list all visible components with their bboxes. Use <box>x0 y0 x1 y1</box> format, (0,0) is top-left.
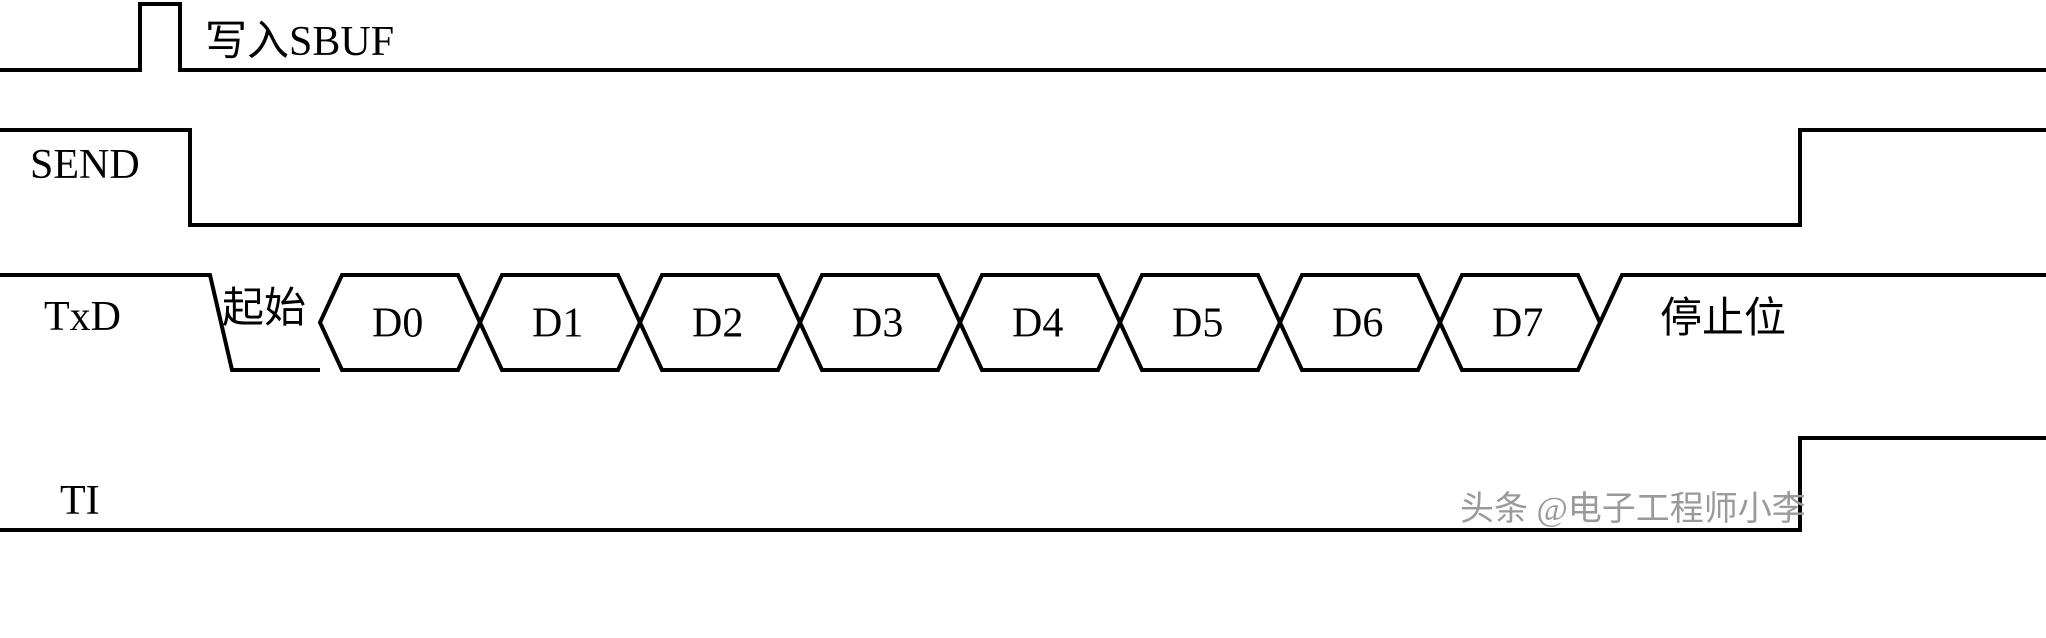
signals.txd.bits.2: D2 <box>692 301 743 347</box>
signals.write_sbuf.label: 写入SBUF <box>205 19 394 65</box>
signals.txd.row_label: TxD <box>44 294 121 340</box>
signals.txd.bits.0: D0 <box>372 301 423 347</box>
signals.send.label: SEND <box>30 142 140 188</box>
signals.txd.bits.7: D7 <box>1492 301 1543 347</box>
signals.txd.bits.5: D5 <box>1172 301 1223 347</box>
send-waveform <box>0 130 2046 225</box>
signals.txd.bits.3: D3 <box>852 301 903 347</box>
signals.txd.bits.1: D1 <box>532 301 583 347</box>
signals.txd.stop_label: 停止位 <box>1660 295 1786 342</box>
signals.ti.label: TI <box>60 478 100 524</box>
signals.txd.start_label: 起始 <box>222 286 306 332</box>
signals.txd.bits.6: D6 <box>1332 301 1383 347</box>
watermark-text: 头条 @电子工程师小李 <box>1460 490 1806 528</box>
signals.txd.bits.4: D4 <box>1012 301 1063 347</box>
